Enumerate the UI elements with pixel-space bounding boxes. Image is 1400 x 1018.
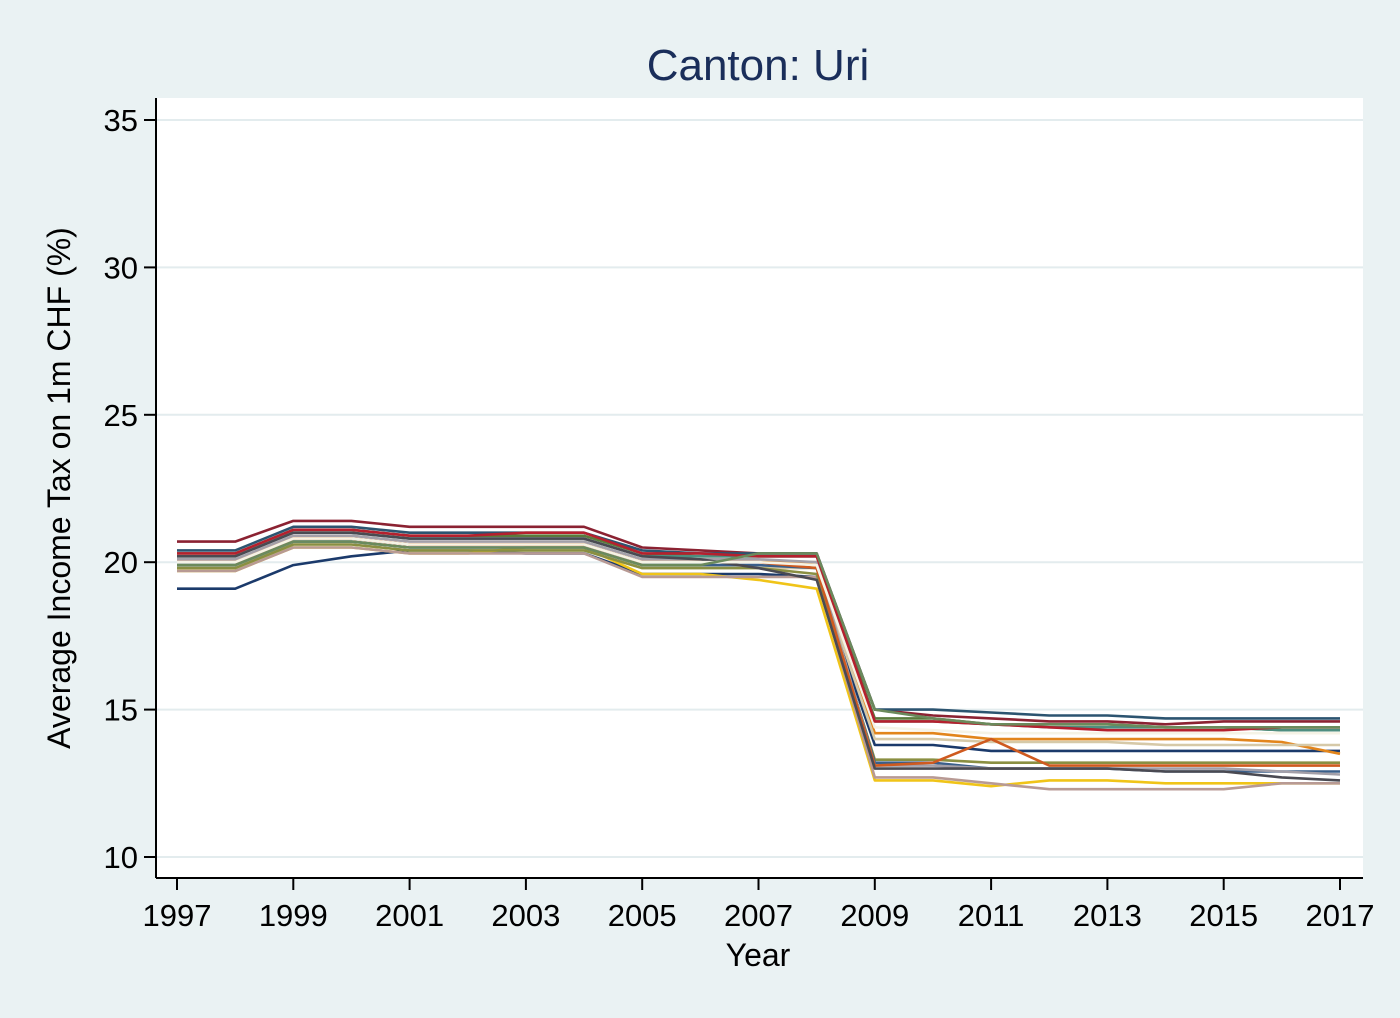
series-line-2 [177,549,1340,753]
series-line-11 [177,534,1341,776]
y-axis-title: Average Income Tax on 1m CHF (%) [41,227,77,749]
x-tick-label: 2015 [1189,898,1258,933]
y-axis-ticks: 10 15 20 25 30 35 [104,103,156,875]
x-tick-label: 2009 [840,898,909,933]
series-line-16 [177,528,1340,732]
x-axis-title: Year [726,937,791,973]
y-tick-label: 30 [104,250,138,285]
chart-title: Canton: Uri [647,41,870,90]
x-tick-label: 1997 [143,898,212,933]
y-tick-label: 15 [104,693,138,728]
series-line-8 [177,546,1340,791]
x-tick-label: 2005 [608,898,677,933]
x-axis-ticks: 1997 1999 2001 2003 2005 2007 2009 2011 2013 2015… [143,878,1375,933]
series-group [177,519,1341,791]
x-tick-label: 2003 [491,898,560,933]
x-tick-label: 1999 [259,898,328,933]
series-line-15 [177,537,1340,735]
x-tick-label: 2013 [1073,898,1142,933]
y-tick-label: 25 [104,398,138,433]
series-line-14 [177,531,1341,782]
y-tick-label: 20 [104,545,138,580]
y-tick-label: 35 [104,103,138,138]
y-tick-label: 10 [104,840,138,875]
x-tick-label: 2017 [1306,898,1375,933]
x-tick-label: 2011 [958,898,1025,933]
series-line-17 [177,540,1340,729]
plot-area [156,98,1363,878]
x-tick-label: 2007 [724,898,793,933]
x-tick-label: 2001 [375,898,444,933]
